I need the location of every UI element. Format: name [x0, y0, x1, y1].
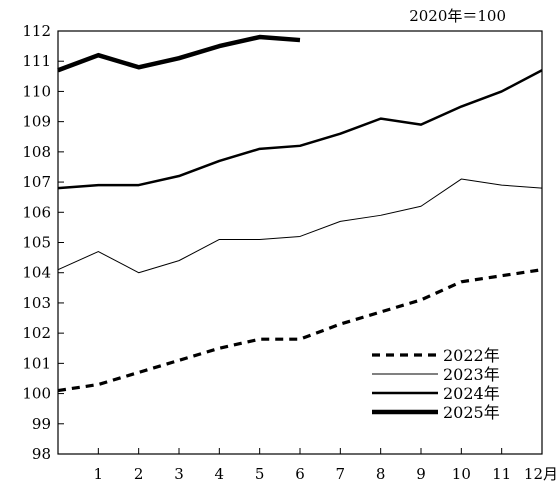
- y-tick-label: 107: [22, 173, 51, 191]
- y-tick-label: 100: [22, 385, 51, 403]
- x-tick-label: 6: [295, 465, 305, 483]
- x-tick-label: 11: [492, 465, 511, 483]
- series-group: [57, 34, 543, 393]
- legend-label: 2023年: [443, 365, 500, 384]
- y-tick-label: 106: [22, 203, 51, 221]
- series-line-2024年: [57, 69, 543, 190]
- y-tick-label: 109: [22, 113, 51, 131]
- y-tick-label: 105: [22, 234, 51, 252]
- series-line-2023年: [57, 178, 543, 274]
- x-tick-label: 4: [215, 465, 225, 483]
- legend-label: 2022年: [443, 346, 500, 365]
- x-tick-label: 8: [376, 465, 386, 483]
- x-tick-label: 12月: [524, 465, 558, 483]
- x-axis: 1 2 3 4 5 6 7 8 9 10 11 12月: [94, 448, 558, 483]
- x-tick-label: 2: [134, 465, 144, 483]
- y-tick-label: 108: [22, 143, 51, 161]
- x-tick-label: 1: [94, 465, 104, 483]
- y-tick-label: 102: [22, 324, 51, 342]
- x-tick-label: 9: [416, 465, 426, 483]
- legend-label: 2024年: [443, 384, 500, 403]
- y-axis: 98 99 100 101 102 103 104 105 106 107 108 109 110 111…: [22, 22, 64, 463]
- series-line-2022年: [57, 268, 543, 393]
- unit-note: 2020年＝100: [409, 7, 506, 25]
- y-tick-label: 99: [32, 415, 51, 433]
- x-tick-label: 10: [452, 465, 471, 483]
- y-tick-label: 110: [22, 82, 51, 100]
- y-tick-label: 104: [22, 264, 51, 282]
- y-tick-label: 103: [22, 294, 51, 312]
- y-tick-label: 98: [32, 445, 51, 463]
- x-tick-label: 7: [336, 465, 346, 483]
- legend-label: 2025年: [443, 403, 500, 422]
- y-tick-label: 112: [22, 22, 51, 40]
- x-tick-label: 5: [255, 465, 265, 483]
- series-line-2025年: [57, 34, 301, 73]
- y-tick-label: 101: [22, 354, 51, 372]
- y-tick-label: 111: [22, 52, 51, 70]
- x-tick-label: 3: [174, 465, 184, 483]
